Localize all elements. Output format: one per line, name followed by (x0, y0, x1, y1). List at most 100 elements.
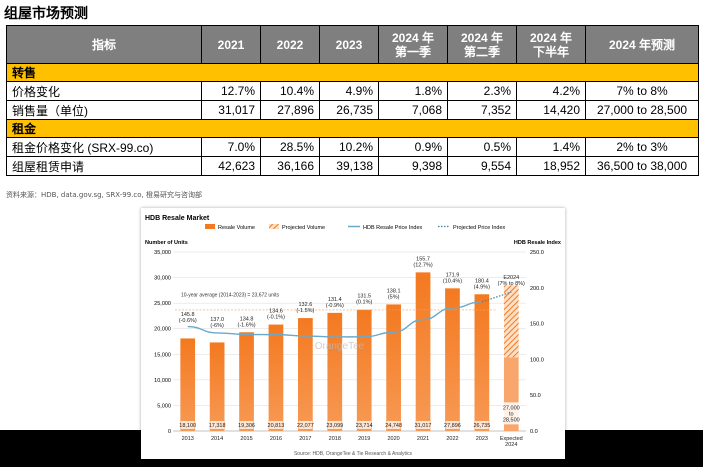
legend-label: Projected Price Index (453, 225, 506, 231)
table-cell: 27,896 (260, 100, 320, 120)
y-tick-right: 100.0 (530, 357, 544, 363)
table-cell: 26,735 (319, 100, 379, 120)
legend-swatch-projected-volume (269, 224, 279, 229)
market-forecast-table: 指标 2021 2022 2023 2024 年第一季 2024 年第二季 2024 年下半… (6, 25, 699, 176)
row-label: 组屋租赁申请 (6, 156, 202, 176)
chart-title: HDB Resale Market (145, 215, 210, 222)
bar-resale-volume (356, 309, 372, 431)
chart-svg: HDB Resale Market Resale Volume Projected … (145, 215, 562, 457)
table-row: 销售量（单位) 31,017 27,896 26,735 7,068 7,352 14,42… (6, 100, 699, 120)
volume-label-box (445, 421, 460, 429)
y-tick-left: 5,000 (157, 403, 171, 409)
volume-label: 19,306 (238, 423, 255, 429)
legend-swatch-resale-volume (205, 224, 215, 229)
page-title: 组屋市场预测 (4, 6, 88, 22)
table-cell: 0.9% (378, 137, 448, 157)
table-cell: 42,623 (201, 156, 261, 176)
x-tick-label: 2021 (417, 436, 429, 442)
section-row: 转售 (6, 63, 699, 82)
x-tick-label: 2017 (299, 436, 311, 442)
price-label: E2024 (7% to 8%) (498, 275, 525, 287)
column-header: 2022 (260, 25, 320, 64)
volume-label-box (239, 421, 254, 429)
x-tick-label: 2018 (329, 436, 341, 442)
section-title: 租金 (6, 119, 699, 138)
volume-label-box (180, 421, 195, 429)
bar-resale-volume (298, 318, 313, 431)
volume-label: 22,077 (297, 423, 314, 429)
price-label: 132.6 (-1.5%) (296, 302, 314, 314)
average-note: 10-year average (2014-2023) = 23,672 uni… (181, 292, 279, 298)
table-header-row: 指标 2021 2022 2023 2024 年第一季 2024 年第二季 2024 年下半… (6, 25, 699, 64)
volume-label: 23,099 (326, 423, 343, 429)
table-cell: 2.3% (447, 81, 517, 101)
volume-label-box (475, 421, 489, 429)
forecast-cell: 27,000 to 28,500 (585, 100, 699, 120)
table-cell: 0.5% (447, 137, 517, 157)
x-tick-label: Expected 2024 (500, 436, 523, 448)
bar-resale-volume (209, 342, 225, 431)
price-label: 137.0 (-6%) (210, 317, 224, 329)
price-label: 131.4 (-0.9%) (326, 297, 344, 309)
volume-label: 27,896 (444, 423, 461, 429)
price-label: 138.1 (5%) (387, 288, 401, 300)
volume-label-box (327, 421, 342, 429)
x-tick-label: 2015 (240, 436, 252, 442)
y-axis-right-title: HDB Resale Index (514, 240, 562, 246)
bar-resale-volume (268, 324, 284, 431)
table-cell: 4.2% (516, 81, 586, 101)
table-cell: 1.4% (516, 137, 586, 157)
column-header: 2024 年预测 (585, 25, 699, 64)
table-cell: 4.9% (319, 81, 379, 101)
black-band-left (0, 430, 141, 467)
price-label: 145.8 (-0.6%) (179, 312, 197, 324)
volume-label: 31,017 (415, 423, 432, 429)
volume-label: 27,000 to 28,500 (503, 406, 520, 424)
bar-projected-volume (503, 285, 519, 358)
table-cell: 9,554 (447, 156, 517, 176)
hdb-resale-chart: HDB Resale Market Resale Volume Projected … (141, 208, 565, 459)
bar-resale-volume (474, 294, 490, 431)
x-tick-label: 2016 (270, 436, 282, 442)
table-cell: 7,352 (447, 100, 517, 120)
x-tick-label: 2019 (358, 436, 370, 442)
y-tick-left: 35,000 (154, 250, 171, 256)
expected-label-box (502, 402, 520, 425)
price-label: 131.5 (0.1%) (356, 294, 372, 306)
volume-label: 24,748 (385, 423, 402, 429)
table-cell: 10.2% (319, 137, 379, 157)
price-label: 155.7 (12.7%) (413, 256, 432, 268)
row-label: 销售量（单位) (6, 100, 202, 120)
table-cell: 12.7% (201, 81, 261, 101)
table-cell: 9,398 (378, 156, 448, 176)
volume-label: 26,735 (473, 423, 490, 429)
chart-source: Source: HDB, OrangeTee & Tie Research & … (294, 451, 413, 457)
price-label: 134.6 (-0.1%) (267, 309, 285, 321)
row-label: 租金价格变化 (SRX-99.co) (6, 137, 202, 157)
y-tick-left: 25,000 (154, 301, 171, 307)
y-tick-right: 200.0 (530, 286, 544, 292)
table-cell: 7.0% (201, 137, 261, 157)
source-note: 资料来源：HDB, data.gov.sg, SRX-99.co, 橙易研究与咨… (6, 191, 202, 199)
column-header: 2024 年第二季 (447, 25, 517, 64)
black-band-bottom (141, 459, 565, 467)
volume-label-box (386, 421, 401, 429)
y-tick-left: 0 (168, 429, 171, 435)
price-index-line (187, 301, 482, 338)
projected-price-line (481, 291, 512, 303)
bar-resale-volume (180, 338, 196, 431)
volume-label-box (416, 421, 430, 429)
table-row: 价格变化 12.7% 10.4% 4.9% 1.8% 2.3% 4.2% 7% to 8% (6, 81, 699, 101)
table-row: 租金价格变化 (SRX-99.co) 7.0% 28.5% 10.2% 0.9% 0.5%… (6, 137, 699, 157)
volume-label: 23,714 (356, 423, 373, 429)
bar-resale-volume (445, 288, 460, 431)
section-title: 转售 (6, 63, 699, 82)
volume-label: 17,318 (209, 423, 226, 429)
price-label: 171.9 (10.4%) (443, 272, 462, 284)
column-header: 2021 (201, 25, 261, 64)
bar-resale-volume (239, 332, 254, 431)
column-header: 指标 (6, 25, 202, 64)
y-tick-left: 15,000 (154, 352, 171, 358)
bar-resale-volume (327, 312, 343, 431)
volume-label-box (269, 421, 283, 429)
